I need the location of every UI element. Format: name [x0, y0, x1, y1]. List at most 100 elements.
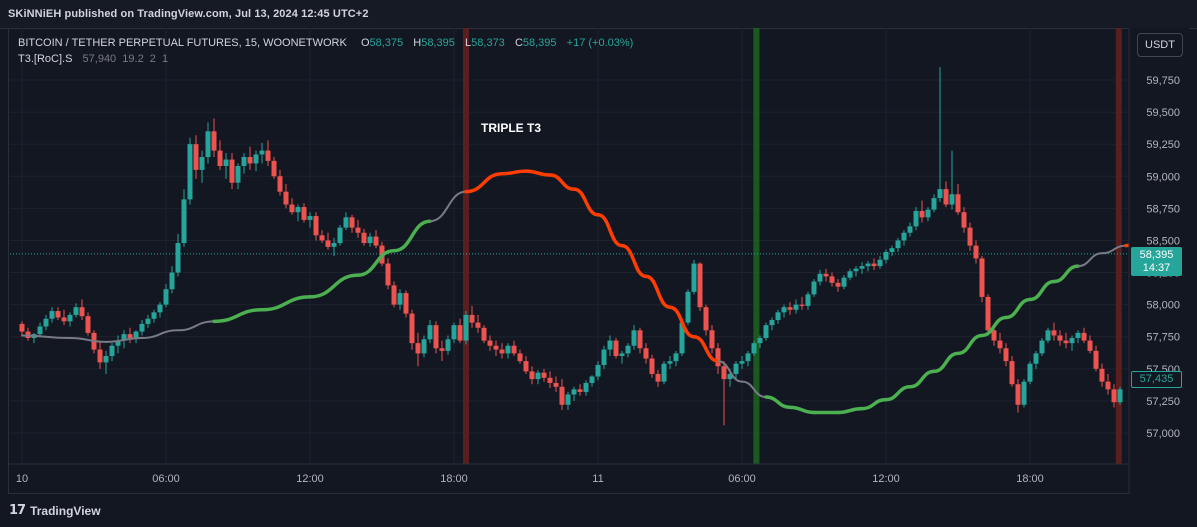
candle-down: [721, 366, 727, 380]
candle-down: [991, 330, 997, 341]
candle-down: [487, 340, 493, 346]
candle-up: [739, 361, 745, 364]
candle-up: [745, 353, 751, 362]
candle-up: [877, 259, 883, 267]
candle-up: [853, 268, 859, 272]
candle-up: [1021, 381, 1027, 405]
candle-down: [499, 349, 505, 354]
candle-down: [481, 327, 487, 341]
candle-up: [307, 216, 313, 220]
candle-down: [55, 311, 61, 318]
candle-up: [751, 343, 757, 354]
t3-segment: [908, 369, 936, 389]
candle-up: [133, 331, 139, 339]
t3-segment: [956, 333, 984, 356]
t3-segment: [932, 351, 960, 374]
candle-down: [97, 349, 103, 363]
candle-down: [349, 217, 355, 228]
candle-up: [205, 131, 211, 158]
high-value: 58,395: [421, 37, 455, 49]
candle-down: [643, 348, 649, 359]
candle-up: [775, 312, 781, 321]
candle-down: [871, 263, 877, 267]
candle-up: [1117, 389, 1123, 403]
candle-up: [115, 340, 121, 346]
candle-down: [475, 322, 481, 328]
symbol-title[interactable]: BITCOIN / TETHER PERPETUAL FUTURES, 15, …: [18, 37, 347, 49]
candle-up: [103, 355, 109, 363]
t3-segment: [464, 171, 504, 194]
candle-down: [361, 232, 367, 244]
candle-up: [1033, 353, 1039, 364]
candle-up: [583, 382, 589, 392]
indicator-name[interactable]: T3.[RoC].S: [18, 53, 73, 65]
candle-up: [847, 271, 853, 278]
t3-segment: [524, 169, 552, 177]
indicator-legend[interactable]: T3.[RoC].S 57,940 19.2 2 1: [18, 53, 168, 65]
candle-up: [601, 349, 607, 365]
candle-down: [265, 150, 271, 161]
candle-up: [43, 318, 49, 327]
candle-up: [109, 345, 115, 356]
x-tick-label: 06:00: [728, 473, 756, 485]
candle-down: [973, 245, 979, 259]
candle-up: [169, 272, 175, 290]
candle-down: [559, 386, 565, 405]
candle-up: [907, 226, 913, 233]
candle-down: [283, 191, 289, 205]
buy-signal-band: [753, 28, 760, 464]
candle-down: [523, 361, 529, 372]
candle-down: [511, 345, 517, 354]
y-tick-label: 59,750: [1146, 75, 1180, 87]
candle-down: [955, 194, 961, 213]
t3-segment: [1004, 297, 1032, 320]
indicator-values: 57,940 19.2 2 1: [82, 53, 169, 65]
candle-up: [73, 307, 79, 315]
candle-up: [331, 243, 337, 247]
close-value: 58,395: [522, 37, 557, 49]
candle-up: [259, 150, 265, 155]
y-tick-label: 58,500: [1146, 235, 1180, 247]
candle-up: [931, 198, 937, 210]
candle-down: [193, 144, 199, 170]
candle-up: [67, 314, 73, 322]
candle-up: [793, 304, 799, 310]
candle-up: [163, 289, 169, 305]
candle-down: [1099, 368, 1105, 382]
t3-segment: [429, 190, 467, 223]
t3-segment: [572, 187, 600, 217]
candle-up: [1027, 363, 1033, 382]
x-tick-label: 12:00: [296, 473, 324, 485]
currency-button[interactable]: USDT: [1137, 33, 1183, 57]
tradingview-logo[interactable]: 17 TradingView: [9, 503, 101, 518]
candle-up: [661, 363, 667, 382]
candle-down: [1015, 384, 1021, 405]
candle-up: [121, 334, 127, 341]
t3-segment: [356, 248, 396, 277]
candle-up: [157, 304, 163, 313]
publisher-line: SKiNNiEH published on TradingView.com, J…: [8, 8, 369, 20]
candle-down: [997, 340, 1003, 349]
candle-down: [1087, 340, 1093, 351]
candle-down: [715, 348, 721, 367]
candle-up: [733, 363, 739, 374]
candle-up: [295, 207, 301, 213]
t3-segment: [212, 308, 264, 324]
candle-down: [85, 316, 91, 333]
candle-down: [613, 340, 619, 356]
candle-down: [541, 372, 547, 378]
candle-up: [811, 281, 817, 295]
candle-down: [247, 157, 253, 164]
x-tick-label: 18:00: [1016, 473, 1044, 485]
candle-down: [313, 216, 319, 236]
candle-down: [433, 325, 439, 349]
candle-up: [619, 353, 625, 356]
candle-down: [517, 353, 523, 362]
price-chart[interactable]: 59,75059,50059,25059,00058,75058,50058,2…: [8, 28, 1189, 494]
y-tick-label: 59,500: [1146, 107, 1180, 119]
t3-segment: [1077, 252, 1103, 268]
candle-down: [1081, 332, 1087, 341]
candle-up: [883, 252, 889, 260]
candle-up: [445, 339, 451, 351]
candle-up: [139, 323, 145, 332]
